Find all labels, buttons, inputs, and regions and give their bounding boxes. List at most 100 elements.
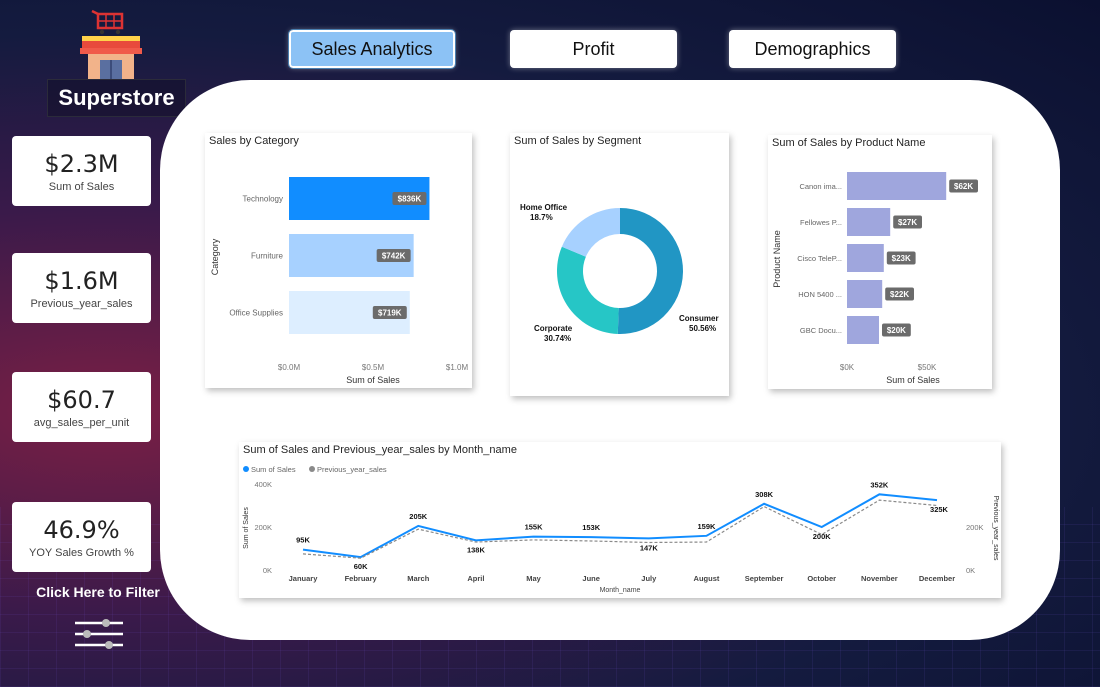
slice-consumer bbox=[617, 208, 683, 334]
y2-axis-label: Previous_year_sales bbox=[992, 496, 999, 561]
point-data-label: 60K bbox=[354, 562, 368, 571]
card-sales-by-segment[interactable]: Sum of Sales by Segment Consumer 50.56% Co… bbox=[510, 133, 729, 396]
data-label: $719K bbox=[378, 309, 402, 318]
kpi-yoy-growth: 46.9% YOY Sales Growth % bbox=[12, 502, 151, 572]
bar-product bbox=[847, 280, 883, 308]
card-sales-by-month[interactable]: Sum of Sales and Previous_year_sales by … bbox=[239, 442, 1001, 598]
x-tick-label: August bbox=[694, 574, 720, 583]
bar-product bbox=[847, 208, 891, 236]
x-tick-label: September bbox=[745, 574, 784, 583]
kpi-avg-sales-per-unit: $60.7 avg_sales_per_unit bbox=[12, 372, 151, 442]
data-label-bg bbox=[376, 249, 411, 262]
sales-by-product-chart: Product Name Canon ima... $62K Fellowes P..… bbox=[772, 172, 978, 385]
bar-product bbox=[847, 244, 884, 272]
kpi-value: $60.7 bbox=[47, 386, 116, 414]
point-data-label: 159K bbox=[697, 522, 716, 531]
tab-sales-analytics[interactable]: Sales Analytics bbox=[288, 29, 456, 69]
segment-percent: 30.74% bbox=[544, 334, 571, 343]
point-data-label: 155K bbox=[525, 523, 544, 532]
chart-title: Sum of Sales by Segment bbox=[514, 135, 642, 147]
card-sales-by-category[interactable]: Sales by Category Category Technology $836… bbox=[205, 133, 472, 388]
x-tick-label: $0.5M bbox=[362, 363, 385, 372]
kpi-label: avg_sales_per_unit bbox=[33, 417, 130, 429]
product-label: HON 5400 ... bbox=[798, 290, 842, 299]
x-tick-label: February bbox=[345, 574, 378, 583]
data-label: $62K bbox=[954, 182, 973, 191]
kpi-value: $2.3M bbox=[44, 150, 119, 178]
series-line-previous-year-sales bbox=[302, 499, 938, 559]
point-data-label: 352K bbox=[870, 480, 889, 489]
x-tick-label: July bbox=[641, 574, 657, 583]
x-tick-label: June bbox=[582, 574, 600, 583]
legend-marker bbox=[309, 466, 315, 472]
point-data-label: 138K bbox=[467, 545, 486, 554]
x-tick-label: January bbox=[289, 574, 319, 583]
point-data-label: 308K bbox=[755, 490, 774, 499]
category-label: Furniture bbox=[251, 252, 284, 261]
x-tick-label: April bbox=[467, 574, 484, 583]
segment-name: Consumer bbox=[679, 314, 719, 323]
filter-label[interactable]: Click Here to Filter bbox=[36, 584, 160, 600]
kpi-label: Previous_year_sales bbox=[30, 298, 133, 310]
data-label: $27K bbox=[898, 218, 917, 227]
product-label: Canon ima... bbox=[799, 182, 842, 191]
slice-corporate bbox=[557, 246, 619, 334]
kpi-sum-of-sales: $2.3M Sum of Sales bbox=[12, 136, 151, 206]
data-label: $742K bbox=[382, 252, 406, 261]
category-label: Office Supplies bbox=[229, 309, 283, 318]
x-axis-label: Sum of Sales bbox=[346, 375, 400, 385]
y-tick-label: 0K bbox=[263, 566, 272, 575]
data-label-bg bbox=[392, 192, 427, 205]
category-label: Technology bbox=[243, 195, 283, 204]
y2-tick-label: 200K bbox=[966, 523, 984, 532]
bar-product bbox=[847, 316, 879, 344]
point-data-label: 147K bbox=[640, 543, 659, 552]
product-label: Cisco TeleP... bbox=[797, 254, 842, 263]
y-axis-label: Product Name bbox=[772, 230, 782, 288]
data-label-bg bbox=[372, 306, 407, 319]
data-label-bg bbox=[893, 215, 922, 229]
x-tick-label: December bbox=[919, 574, 955, 583]
sales-by-month-chart: Sum of Sales Previous_year_sales 0K 200K 400… bbox=[243, 465, 999, 594]
series-line-sum-of-sales bbox=[302, 493, 938, 559]
x-tick-label: $1.0M bbox=[446, 363, 469, 372]
segment-percent: 18.7% bbox=[530, 213, 553, 222]
data-label: $22K bbox=[890, 290, 909, 299]
sliders-filter-icon[interactable] bbox=[73, 616, 125, 652]
kpi-value: $1.6M bbox=[44, 267, 119, 295]
chart-title: Sales by Category bbox=[209, 135, 299, 147]
product-label: Fellowes P... bbox=[800, 218, 842, 227]
sales-by-category-chart: Category Technology $836K Furniture $742K Off… bbox=[210, 177, 469, 385]
data-label: $20K bbox=[887, 326, 906, 335]
kpi-previous-year-sales: $1.6M Previous_year_sales bbox=[12, 253, 151, 323]
point-data-label: 153K bbox=[582, 523, 601, 532]
legend-label: Sum of Sales bbox=[251, 465, 296, 474]
data-label-bg bbox=[885, 287, 914, 301]
kpi-value: 46.9% bbox=[43, 516, 120, 544]
kpi-label: YOY Sales Growth % bbox=[29, 547, 134, 559]
card-sales-by-product[interactable]: Sum of Sales by Product Name Product Nam… bbox=[768, 135, 992, 389]
kpi-label: Sum of Sales bbox=[48, 181, 115, 193]
tab-demographics[interactable]: Demographics bbox=[729, 30, 896, 68]
segment-percent: 50.56% bbox=[689, 324, 716, 333]
point-data-label: 325K bbox=[930, 505, 949, 514]
y-axis-label: Category bbox=[210, 238, 220, 275]
segment-name: Home Office bbox=[520, 203, 568, 212]
point-data-label: 95K bbox=[296, 536, 310, 545]
x-axis-label: Sum of Sales bbox=[886, 375, 940, 385]
tab-profit[interactable]: Profit bbox=[510, 30, 677, 68]
slice-home-office bbox=[561, 208, 620, 257]
y2-tick-label: 0K bbox=[966, 566, 975, 575]
legend-marker bbox=[243, 466, 249, 472]
product-label: GBC Docu... bbox=[800, 326, 842, 335]
brand-name: Superstore bbox=[47, 79, 186, 117]
store-logo-icon bbox=[80, 9, 142, 79]
point-data-label: 200K bbox=[813, 532, 832, 541]
point-data-label: 205K bbox=[409, 512, 428, 521]
x-axis-label: Month_name bbox=[600, 587, 641, 594]
bar-product bbox=[847, 172, 947, 200]
legend-label: Previous_year_sales bbox=[317, 465, 387, 474]
data-label: $23K bbox=[892, 254, 911, 263]
x-tick-label: $0.0M bbox=[278, 363, 301, 372]
x-tick-label: $0K bbox=[840, 363, 855, 372]
